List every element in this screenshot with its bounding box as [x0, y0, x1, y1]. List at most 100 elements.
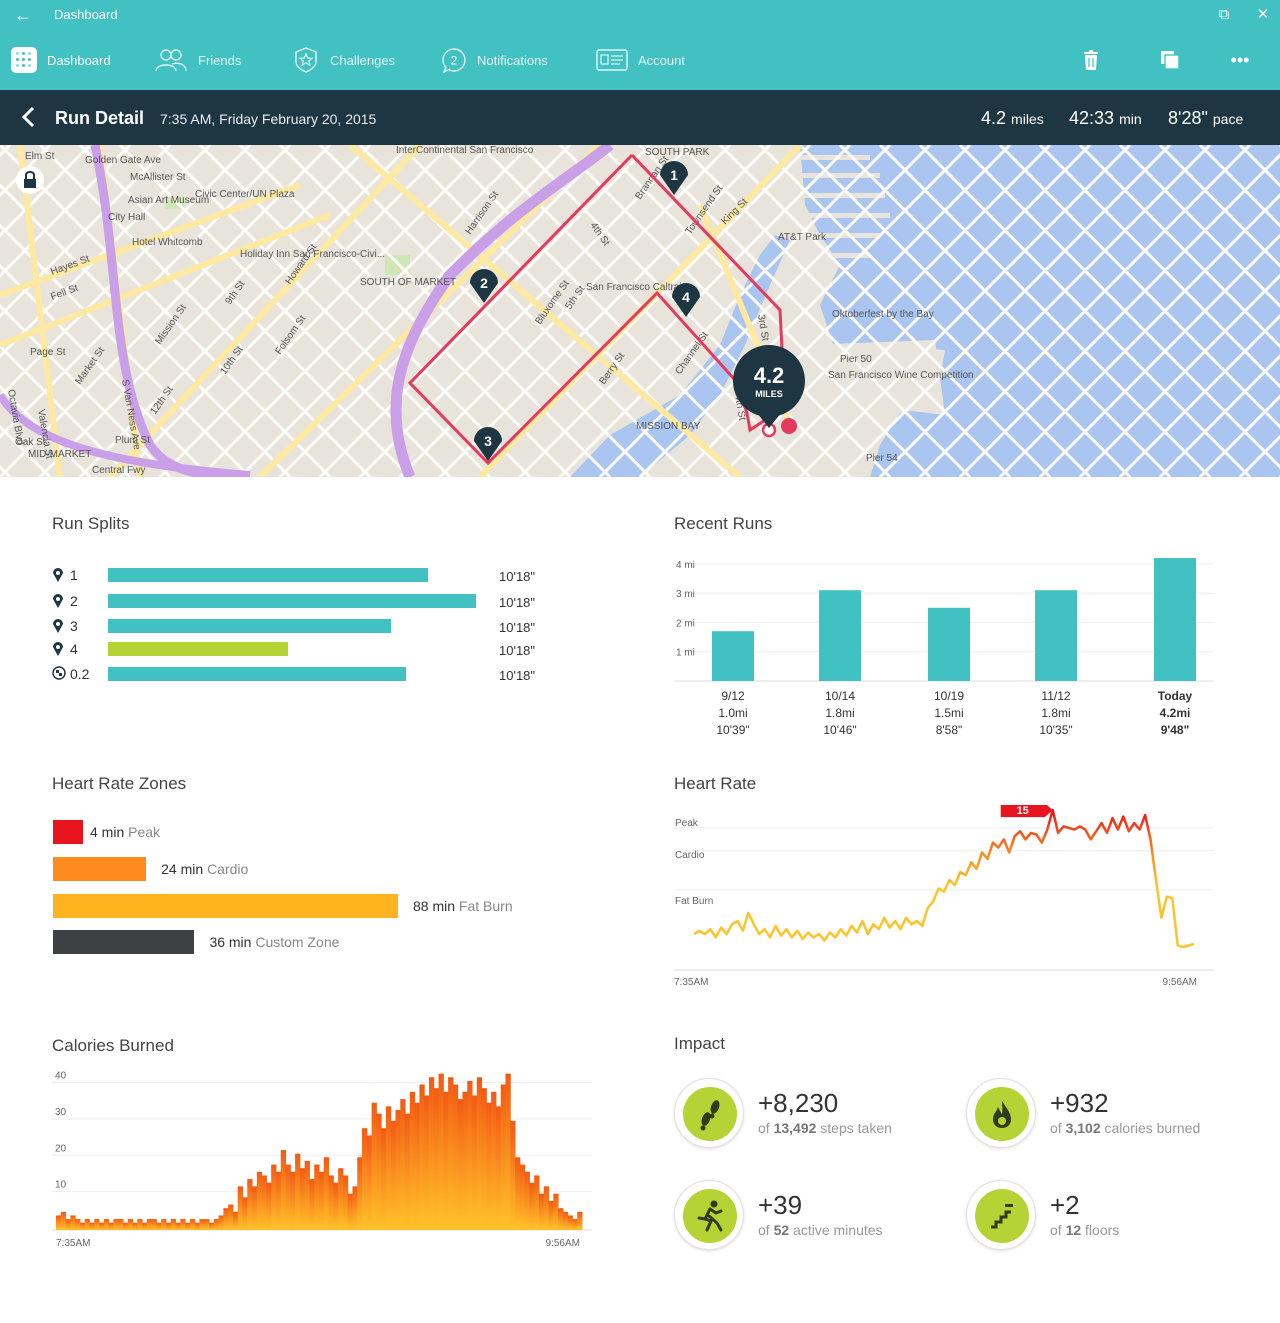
calorie-bar [558, 1208, 564, 1230]
calorie-bar [500, 1084, 506, 1230]
map-label: InterContinental San Francisco [396, 145, 534, 156]
location-pin-icon [53, 594, 63, 608]
split-time: 10'18" [499, 668, 536, 683]
split-time: 10'18" [499, 643, 536, 658]
calorie-bar [562, 1211, 569, 1230]
calorie-bar [400, 1099, 406, 1230]
recent-run-bar [928, 607, 970, 681]
nav-item-notifications[interactable]: 2 Notifications [441, 44, 548, 76]
calorie-bar [242, 1197, 248, 1230]
calorie-bar [476, 1077, 483, 1230]
nav-item-challenges[interactable]: Challenges [292, 44, 395, 76]
peak-badge-label: 15 [1017, 805, 1029, 817]
recent-run-pace: 10'46" [823, 723, 857, 737]
calorie-bar [314, 1164, 320, 1230]
calorie-bar [223, 1208, 229, 1230]
calorie-bar [56, 1215, 62, 1230]
recent-run-label: 11/12 1.8mi 10'35" [1026, 688, 1086, 739]
heart-zone-minutes: 4 min [90, 824, 125, 840]
delete-button[interactable] [1078, 47, 1104, 73]
close-icon[interactable]: ✕ [1256, 6, 1270, 23]
map-label: Plum St [115, 435, 150, 446]
impact-title: Impact [674, 1034, 726, 1053]
split-label: 4 [70, 641, 78, 657]
nav-bar: Dashboard Friends Challenges 2 Notificat… [0, 30, 1280, 90]
map-label: City Hall [108, 212, 145, 223]
recent-run-pace: 10'39" [716, 723, 750, 737]
impact-suffix: floors [1085, 1222, 1120, 1238]
finish-flag-icon [52, 666, 66, 680]
calorie-bar [256, 1171, 263, 1230]
route-marker: 4 [672, 283, 700, 317]
calorie-bar [122, 1222, 129, 1230]
nav-item-account[interactable]: Account [596, 44, 685, 76]
copy-button[interactable] [1157, 47, 1183, 73]
calorie-bar [252, 1186, 258, 1230]
heart-zone-text: 24 min Cardio [161, 861, 248, 877]
calorie-bar [113, 1219, 119, 1230]
impact-total: 52 [773, 1222, 790, 1238]
chevron-left-icon[interactable] [18, 105, 40, 129]
runner-icon [683, 1189, 737, 1243]
calorie-bar [175, 1222, 181, 1230]
route-map[interactable]: Elm St Golden Gate Ave McAllister St Civic … [0, 145, 1280, 477]
notification-badge: 2 [451, 54, 458, 68]
more-options-icon[interactable]: ••• [1230, 50, 1250, 70]
route-map-canvas[interactable]: Elm St Golden Gate Ave McAllister St Civic … [0, 145, 1280, 477]
recent-runs-title: Recent Runs [674, 514, 773, 533]
impact-subtext: of 3,102 calories burned [1050, 1120, 1200, 1136]
heart-zone-name: Peak [128, 824, 161, 840]
calorie-bar [60, 1211, 67, 1230]
recent-run-label: 10/19 1.5mi 8'58" [919, 688, 979, 739]
pace-unit: pace [1212, 111, 1244, 127]
calorie-bar [428, 1077, 435, 1230]
restore-window-icon[interactable]: ⧉ [1218, 6, 1230, 23]
recent-run-distance: 1.0mi [718, 706, 748, 720]
impact-value: +8,230 [758, 1088, 839, 1118]
heart-zone-name: Fat Burn [458, 898, 513, 914]
heart-rate-zones-title: Heart Rate Zones [52, 774, 187, 793]
split-row: 2 10'18" [52, 592, 572, 612]
calorie-bar [132, 1222, 138, 1230]
calorie-bar [285, 1164, 291, 1230]
heart-zone-name: Custom Zone [255, 934, 340, 950]
calorie-bar [165, 1222, 172, 1230]
calorie-bar [385, 1106, 392, 1230]
impact-icon-ring [966, 1180, 1036, 1250]
calorie-bar [199, 1219, 205, 1230]
back-arrow-icon[interactable]: ← [14, 5, 32, 25]
trash-icon [1084, 50, 1098, 70]
nav-item-dashboard[interactable]: Dashboard [11, 44, 111, 76]
nav-item-friends[interactable]: Friends [154, 44, 241, 76]
calorie-bar [357, 1157, 363, 1230]
map-label: Golden Gate Ave [85, 155, 161, 166]
calorie-bar [180, 1219, 186, 1230]
calorie-bar [362, 1128, 368, 1230]
calorie-bar [304, 1160, 310, 1230]
calorie-bar [280, 1150, 287, 1230]
route-marker-label: 1 [670, 167, 678, 183]
stairs-icon [975, 1189, 1029, 1243]
distance-value: 4.2 [981, 108, 1007, 128]
map-label: McAllister St [130, 172, 186, 183]
calorie-bar [290, 1171, 296, 1230]
heart-rate-title: Heart Rate [674, 774, 757, 793]
nav-label: Account [638, 52, 685, 68]
calorie-bar [156, 1222, 162, 1230]
x-start-label: 7:35AM [56, 1238, 90, 1249]
recent-run-label: 9/12 1.0mi 10'39" [703, 688, 763, 739]
heart-zone-axis-label: Peak [675, 818, 699, 829]
recent-run-distance: 4.2mi [1159, 706, 1191, 720]
calorie-bar [309, 1179, 315, 1230]
lock-icon[interactable] [16, 166, 44, 194]
calorie-bar [108, 1222, 114, 1230]
calorie-bar [467, 1080, 473, 1230]
calorie-bar [543, 1186, 550, 1230]
recent-run-pace: 9'48" [1160, 723, 1190, 737]
map-label: San Francisco Caltrain [586, 282, 687, 293]
split-label: 3 [70, 618, 78, 634]
calorie-bar [275, 1171, 282, 1230]
calorie-bar [247, 1179, 253, 1230]
recent-run-pace: 10'35" [1039, 723, 1073, 737]
y-tick-label: 10 [55, 1180, 67, 1191]
